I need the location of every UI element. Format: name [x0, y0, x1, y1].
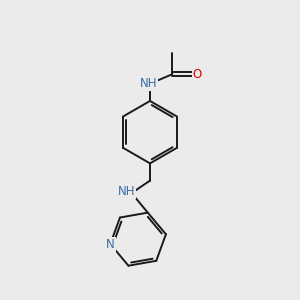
- Text: O: O: [193, 68, 202, 81]
- Text: N: N: [106, 238, 115, 250]
- Text: NH: NH: [140, 77, 157, 90]
- Text: NH: NH: [118, 185, 135, 198]
